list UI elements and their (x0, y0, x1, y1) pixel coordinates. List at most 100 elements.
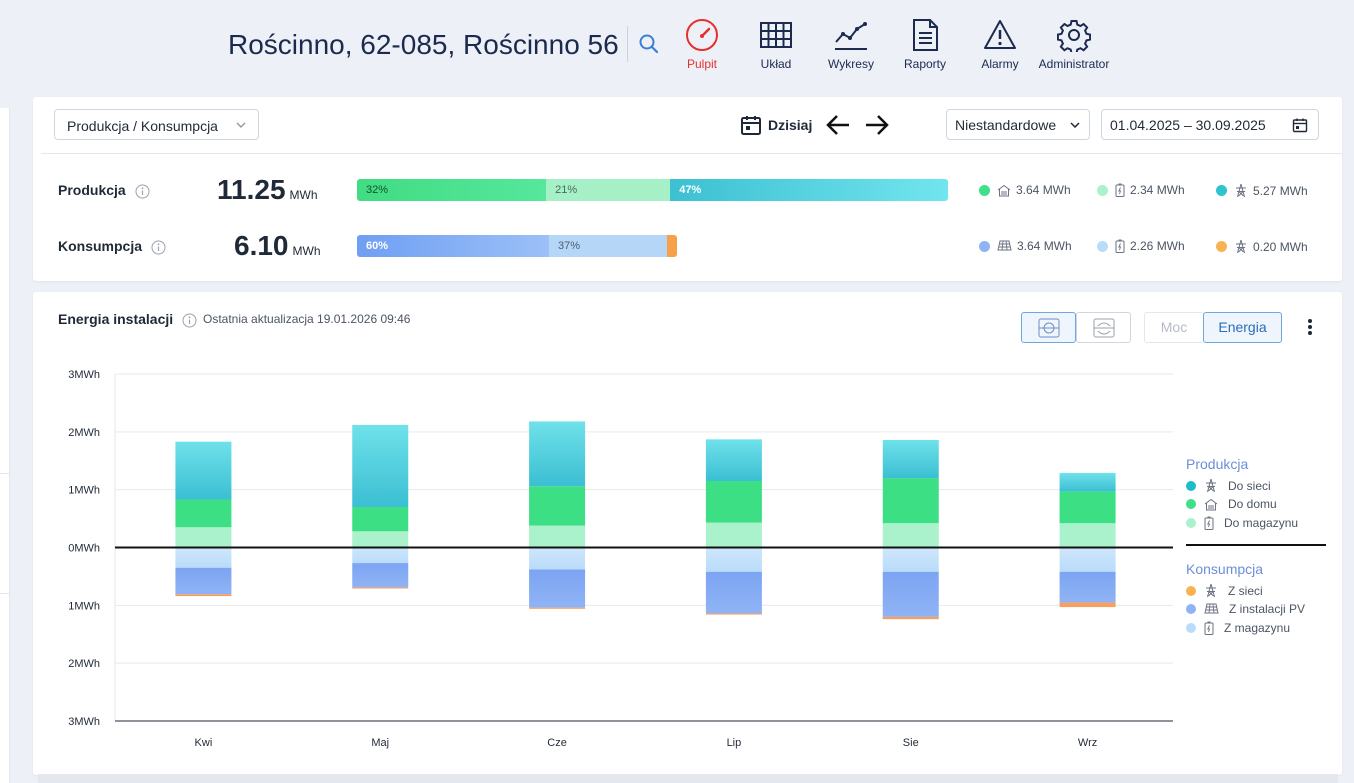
grid-icon (760, 22, 792, 48)
legend-do-sieci[interactable]: Do sieci (1186, 478, 1271, 493)
legend-dot (1186, 604, 1196, 614)
legend-do-magazynu[interactable]: Do magazynu (1186, 516, 1298, 530)
battery-icon (1115, 183, 1125, 197)
bar-segment-do-magazynu (882, 523, 939, 548)
date-range-value: 01.04.2025 – 30.09.2025 (1110, 117, 1266, 133)
production-legend-value: 5.27 MWh (1253, 183, 1308, 198)
legend-dot (1186, 480, 1196, 491)
legend-z-sieci[interactable]: Z sieci (1186, 583, 1263, 598)
production-label: Produkcja (58, 182, 126, 198)
consumption-legend-grid: 0.20 MWh (1216, 239, 1308, 254)
power-toggle[interactable]: Moc (1144, 312, 1204, 343)
bar-segment-z-sieci (175, 594, 232, 597)
separate-view-button[interactable] (1076, 312, 1131, 343)
legend-group-production: Produkcja (1186, 456, 1249, 472)
legend-do-domu[interactable]: Do domu (1186, 497, 1277, 511)
chevron-down-icon (236, 122, 246, 128)
date-range-picker[interactable]: 01.04.2025 – 30.09.2025 (1101, 109, 1319, 140)
range-type-dropdown[interactable]: Niestandardowe (946, 109, 1090, 140)
split-view-icon (1038, 318, 1059, 337)
info-icon[interactable] (182, 313, 197, 328)
solar-panel-icon (997, 240, 1012, 251)
consumption-unit: MWh (292, 244, 321, 258)
arrow-right-icon (866, 115, 889, 135)
legend-z-instalacji-pv[interactable]: Z instalacji PV (1186, 602, 1305, 616)
nav-administrator-label: Administrator (1038, 57, 1110, 71)
production-share-bar: 32% 21% 47% (357, 179, 948, 201)
info-icon[interactable] (135, 184, 150, 199)
next-period-button[interactable] (863, 111, 891, 139)
nav-pulpit[interactable]: Pulpit (657, 18, 747, 74)
search-icon[interactable] (637, 32, 661, 56)
legend-dot (1097, 184, 1108, 196)
bar-segment-z-sieci (882, 616, 939, 620)
nav-uklad-label: Układ (760, 57, 792, 71)
document-icon (913, 19, 938, 51)
stacked-view-button[interactable] (1021, 312, 1076, 343)
calendar-icon (741, 116, 761, 135)
energy-summary-card: Produkcja / Konsumpcja Dzisiaj Niestanda… (33, 97, 1342, 281)
more-options-icon[interactable] (1295, 310, 1325, 344)
previous-period-button[interactable] (824, 111, 852, 139)
layered-view-icon (1093, 318, 1114, 337)
y-tick-label: 1MWh (68, 600, 100, 612)
consumption-share-bar: 60% 37% (357, 235, 677, 257)
nav-uklad[interactable]: Układ (731, 18, 821, 74)
legend-label: Z sieci (1228, 583, 1263, 598)
info-icon[interactable] (151, 240, 166, 255)
legend-dot (1216, 185, 1227, 196)
power-pylon-icon (1236, 239, 1246, 254)
bar-segment-do-domu (1059, 491, 1116, 524)
y-tick-label: 3MWh (68, 716, 100, 728)
energy-chart-card: Energia instalacji Ostatnia aktualizacja… (33, 292, 1342, 775)
production-legend-value: 2.34 MWh (1130, 183, 1185, 197)
legend-z-magazynu[interactable]: Z magazynu (1186, 621, 1290, 635)
bar-segment-do-magazynu (1059, 523, 1116, 548)
production-unit: MWh (289, 188, 318, 202)
production-bar-segment: 47% (670, 179, 948, 201)
bar-segment-z-magazynu (705, 547, 762, 572)
bar-segment-z-sieci (529, 607, 586, 609)
mode-dropdown[interactable]: Produkcja / Konsumpcja (54, 109, 259, 140)
bar-segment-z-instalacji-pv (352, 563, 409, 588)
bar-segment-z-sieci (352, 587, 409, 589)
bar-segment-z-instalacji-pv (882, 571, 939, 617)
power-pylon-icon (1236, 183, 1246, 198)
nav-administrator[interactable]: Administrator (1029, 18, 1119, 74)
bar-segment-z-sieci (1059, 602, 1116, 608)
consumption-label: Konsumpcja (58, 238, 143, 254)
battery-icon (1115, 239, 1125, 253)
consumption-legend-pv: 3.64 MWh (979, 239, 1072, 253)
next-card-edge (38, 774, 1338, 783)
y-tick-label: 2MWh (68, 658, 100, 670)
gauge-icon (686, 19, 718, 51)
arrow-left-icon (826, 115, 849, 135)
bar-segment-do-sieci (175, 441, 232, 500)
production-legend-value: 3.64 MWh (1016, 183, 1071, 197)
energy-toggle[interactable]: Energia (1203, 312, 1282, 343)
legend-group-consumption: Konsumpcja (1186, 561, 1264, 577)
production-bar-segment: 32% (357, 179, 547, 201)
bar-segment-z-magazynu (1059, 547, 1116, 572)
consumption-legend-value: 3.64 MWh (1017, 239, 1072, 253)
x-tick-label: Cze (547, 737, 567, 749)
consumption-bar-segment: 37% (549, 235, 668, 257)
power-pylon-icon (1206, 478, 1216, 493)
nav-pulpit-label: Pulpit (686, 57, 718, 71)
production-total: 11.25 MWh (217, 174, 318, 206)
consumption-value: 6.10 (234, 230, 289, 261)
legend-dot (1097, 240, 1108, 252)
site-address-title: Rościnno, 62-085, Rościnno 56 (228, 29, 619, 60)
today-button[interactable]: Dzisiaj (740, 113, 812, 137)
bar-segment-do-sieci (529, 421, 586, 487)
bar-segment-z-sieci (705, 613, 762, 615)
nav-alarmy[interactable]: Alarmy (955, 18, 1045, 74)
nav-raporty[interactable]: Raporty (880, 18, 970, 74)
nav-wykresy[interactable]: Wykresy (806, 18, 896, 74)
consumption-bar-segment: 60% (357, 235, 549, 257)
legend-label: Z instalacji PV (1229, 602, 1306, 616)
legend-dot (1186, 585, 1196, 596)
x-tick-label: Maj (371, 737, 389, 749)
x-tick-label: Wrz (1078, 737, 1097, 749)
title-divider (627, 26, 628, 62)
